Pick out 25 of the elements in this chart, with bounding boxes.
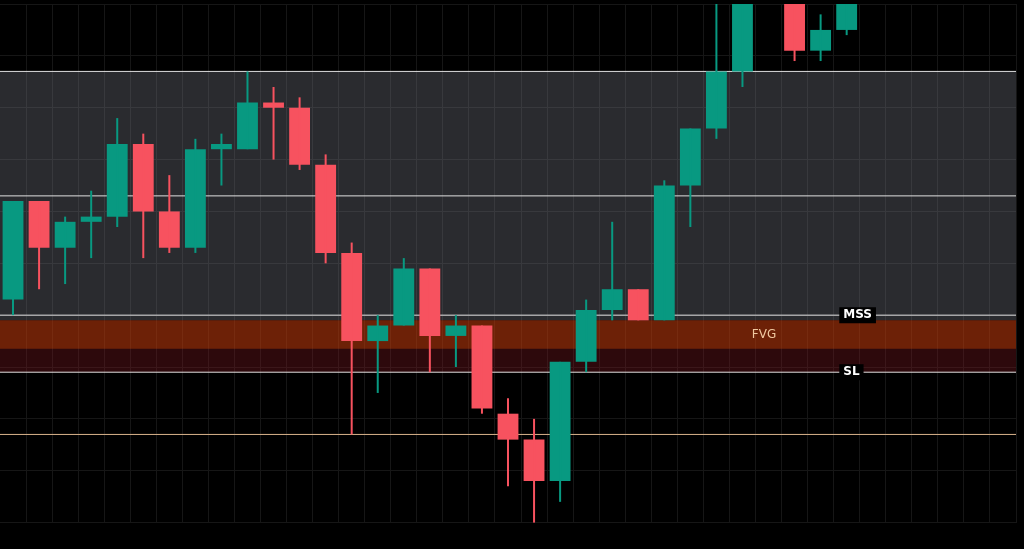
candlestick — [732, 3, 753, 88]
candlestick — [237, 70, 258, 151]
band-label: FVG — [751, 326, 777, 341]
candlestick — [289, 96, 311, 171]
candlestick — [158, 174, 180, 254]
candlestick — [184, 137, 206, 254]
candlestick — [315, 153, 337, 265]
candlestick — [679, 127, 701, 228]
candlestick — [419, 267, 441, 374]
candlestick — [627, 288, 649, 322]
candlestick — [836, 3, 858, 37]
candlestick — [575, 298, 597, 374]
candlestick — [549, 360, 571, 503]
candlestick — [601, 220, 623, 322]
candlestick — [106, 117, 128, 228]
candlestick — [810, 13, 832, 63]
candlestick — [653, 179, 675, 322]
candlestick — [341, 241, 363, 436]
candlestick — [54, 215, 76, 286]
ref-line-label: SL — [843, 364, 860, 379]
candlestick — [705, 3, 727, 140]
ref-line-label: MSS — [843, 307, 872, 322]
candlestick — [784, 3, 805, 63]
candlestick — [132, 132, 154, 260]
candlestick — [393, 257, 415, 327]
